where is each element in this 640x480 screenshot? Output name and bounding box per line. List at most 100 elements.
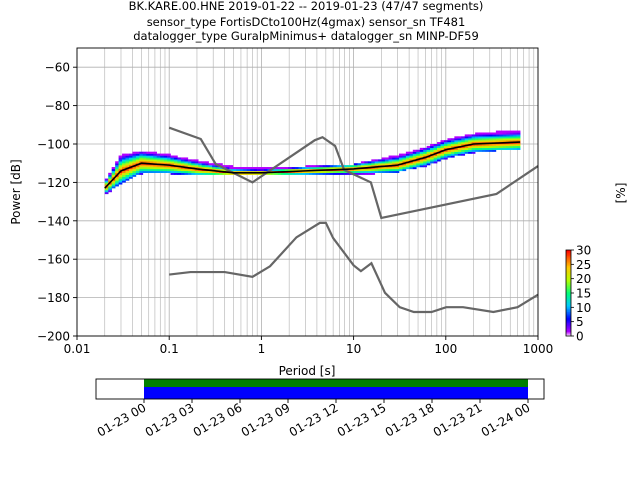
heatmap-cell xyxy=(419,165,424,168)
heatmap-cell xyxy=(454,147,459,150)
heatmap-cell xyxy=(471,145,476,149)
heatmap-cell xyxy=(440,144,445,147)
heatmap-cell xyxy=(229,167,234,170)
heatmap-cell xyxy=(160,157,164,160)
heatmap-cell xyxy=(236,167,241,170)
heatmap-cell xyxy=(284,168,289,172)
colorbar-segment xyxy=(566,298,571,301)
heatmap-cell xyxy=(215,170,220,173)
heatmap-cell xyxy=(177,167,182,170)
coverage-available-bar xyxy=(144,379,528,387)
heatmap-cell xyxy=(454,136,459,139)
heatmap-cell xyxy=(135,153,140,156)
heatmap-cell xyxy=(364,170,369,173)
heatmap-cell xyxy=(291,167,296,170)
heatmap-cell xyxy=(457,136,462,139)
heatmap-cell xyxy=(409,165,414,168)
heatmap-cell xyxy=(108,178,112,181)
heatmap-cell xyxy=(312,167,317,170)
colorbar-tick-label: 10 xyxy=(576,301,591,315)
heatmap-cell xyxy=(115,168,119,172)
heatmap-cell xyxy=(139,170,144,173)
heatmap-cell xyxy=(128,170,133,173)
heatmap-cell xyxy=(516,144,521,147)
coverage-tick-label: 01-23 12 xyxy=(287,400,341,439)
heatmap-cell xyxy=(277,172,282,175)
heatmap-cell xyxy=(468,134,472,137)
heatmap-cell xyxy=(426,151,431,154)
colorbar-tick-label: 0 xyxy=(576,330,584,344)
coverage-tick-label: 01-24 00 xyxy=(479,400,533,439)
coverage-used-bar xyxy=(144,387,528,399)
heatmap-cell xyxy=(191,165,196,168)
heatmap-cell xyxy=(506,132,511,135)
heatmap-cell xyxy=(118,155,123,158)
heatmap-cell xyxy=(360,161,365,164)
heatmap-cell xyxy=(239,167,244,170)
colorbar-segment xyxy=(566,287,571,289)
heatmap-cell xyxy=(485,147,490,150)
heatmap-cell xyxy=(212,167,216,170)
heatmap-cell xyxy=(440,153,445,156)
heatmap-cell xyxy=(149,170,154,173)
heatmap-cell xyxy=(312,165,317,168)
heatmap-cell xyxy=(482,136,486,139)
heatmap-cell xyxy=(170,159,175,162)
heatmap-cell xyxy=(506,138,511,141)
heatmap-cell xyxy=(225,165,230,168)
heatmap-cell xyxy=(326,165,331,168)
heatmap-cell xyxy=(315,167,320,170)
heatmap-cell xyxy=(128,167,133,170)
heatmap-cell xyxy=(139,168,144,172)
heatmap-cell xyxy=(122,161,126,164)
heatmap-cell xyxy=(457,142,462,145)
heatmap-cell xyxy=(374,167,379,170)
heatmap-cell xyxy=(191,163,196,166)
heatmap-cell xyxy=(118,182,123,185)
heatmap-cell xyxy=(263,167,268,170)
heatmap-cell xyxy=(488,147,493,150)
colorbar-segment xyxy=(566,284,571,287)
colorbar-segment xyxy=(566,297,571,300)
heatmap-cell xyxy=(260,170,265,173)
heatmap-cell xyxy=(201,161,206,164)
colorbar-segment xyxy=(566,267,571,269)
heatmap-cell xyxy=(160,165,164,168)
heatmap-cell xyxy=(395,159,400,162)
y-axis-label: Power [dB] xyxy=(9,159,23,224)
heatmap-cell xyxy=(443,144,448,147)
heatmap-cell xyxy=(495,145,500,149)
heatmap-cell xyxy=(468,138,472,141)
heatmap-cell xyxy=(371,163,376,166)
heatmap-cell xyxy=(163,159,168,162)
heatmap-cell xyxy=(447,138,452,141)
heatmap-cell xyxy=(371,159,376,162)
heatmap-cell xyxy=(142,167,147,170)
heatmap-cell xyxy=(125,172,130,175)
heatmap-cell xyxy=(312,170,317,173)
heatmap-cell xyxy=(374,170,379,173)
heatmap-cell xyxy=(284,167,289,170)
heatmap-cell xyxy=(125,174,130,177)
heatmap-cell xyxy=(443,157,448,160)
heatmap-cell xyxy=(447,145,452,149)
colorbar-segment xyxy=(566,257,571,259)
heatmap-cell xyxy=(437,147,441,150)
heatmap-cell xyxy=(218,163,223,166)
heatmap-cell xyxy=(173,157,178,160)
heatmap-cell xyxy=(461,151,466,154)
heatmap-cell xyxy=(118,180,123,183)
heatmap-cell xyxy=(464,145,469,149)
heatmap-cell xyxy=(381,170,386,173)
heatmap-cell xyxy=(357,172,362,175)
heatmap-cell xyxy=(492,140,497,143)
heatmap-cell xyxy=(426,153,431,156)
heatmap-cell xyxy=(485,149,490,152)
heatmap-cell xyxy=(205,167,209,170)
heatmap-cell xyxy=(260,168,265,172)
heatmap-cell xyxy=(198,161,202,164)
heatmap-cell xyxy=(502,138,507,141)
heatmap-cell xyxy=(205,165,209,168)
